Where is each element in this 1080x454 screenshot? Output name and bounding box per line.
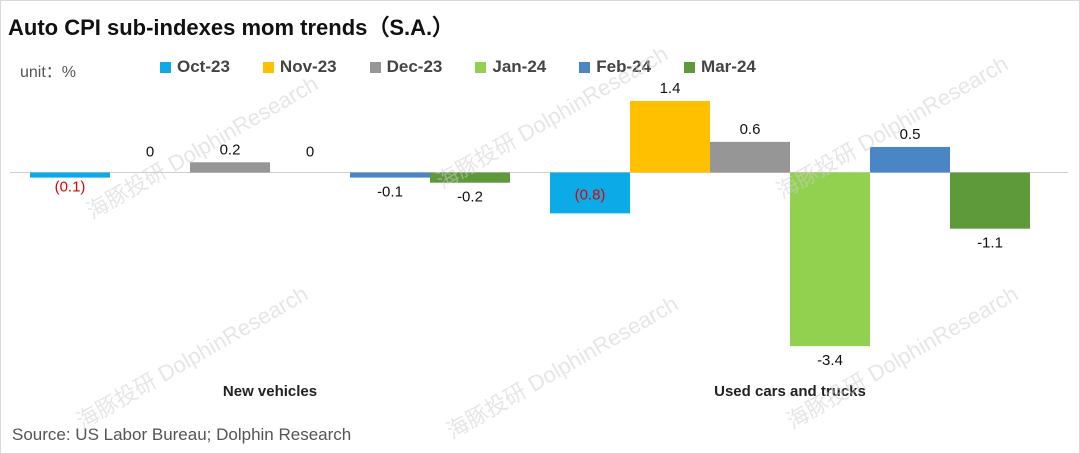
legend-swatch xyxy=(262,61,274,73)
bar-dec-23-used-cars xyxy=(710,141,790,173)
chart-title: Auto CPI sub-indexes mom trends（S.A.） xyxy=(8,15,455,40)
bar-nov-23-used-cars xyxy=(630,101,710,173)
legend-item-oct-23: Oct-23 xyxy=(160,57,230,77)
legend-item-jan-24: Jan-24 xyxy=(475,57,546,77)
legend-item-mar-24: Mar-24 xyxy=(684,57,756,77)
data-label: (0.8) xyxy=(575,187,606,204)
bar-oct-23-new-vehicles xyxy=(30,172,110,178)
legend-swatch xyxy=(579,61,591,73)
legend-item-feb-24: Feb-24 xyxy=(579,57,651,77)
legend-label: Jan-24 xyxy=(492,57,547,76)
category-label: New vehicles xyxy=(223,383,317,400)
legend-item-dec-23: Dec-23 xyxy=(369,57,443,77)
legend-label: Oct-23 xyxy=(177,57,230,76)
source-note: Source: US Labor Bureau; Dolphin Researc… xyxy=(12,425,352,444)
data-label: 0 xyxy=(146,144,154,161)
data-label: -0.2 xyxy=(457,189,483,206)
data-label: -3.4 xyxy=(817,352,843,369)
category-label: Used cars and trucks xyxy=(714,383,866,400)
data-label: 0.5 xyxy=(900,126,921,143)
data-label: 1.4 xyxy=(660,80,681,97)
bar-jan-24-used-cars xyxy=(790,172,870,347)
data-label: -1.1 xyxy=(977,235,1003,252)
data-label: 0.2 xyxy=(220,141,241,158)
legend-swatch xyxy=(475,61,487,73)
legend-label: Feb-24 xyxy=(596,57,652,76)
unit-label: unit：% xyxy=(20,64,77,81)
legend-item-nov-23: Nov-23 xyxy=(262,57,337,77)
legend-swatch xyxy=(160,61,171,73)
bar-feb-24-used-cars xyxy=(870,146,950,173)
legend-label: Nov-23 xyxy=(279,57,337,76)
bar-dec-23-new-vehicles xyxy=(190,162,270,173)
legend: Oct-23 Nov-23 Dec-23 Jan-24 Feb-24 Mar-2… xyxy=(160,57,789,77)
bar-mar-24-new-vehicles xyxy=(430,172,510,183)
legend-swatch xyxy=(684,61,696,73)
bar-mar-24-used-cars xyxy=(950,172,1030,229)
legend-swatch xyxy=(369,61,381,73)
legend-label: Dec-23 xyxy=(386,57,443,76)
data-label: -0.1 xyxy=(377,184,403,201)
bar-oct-23-used-cars xyxy=(550,172,630,214)
data-label: 0.6 xyxy=(740,121,761,138)
data-label: 0 xyxy=(306,144,314,161)
data-label: (0.1) xyxy=(55,179,86,196)
bar-feb-24-new-vehicles xyxy=(350,172,430,178)
legend-label: Mar-24 xyxy=(701,57,756,76)
